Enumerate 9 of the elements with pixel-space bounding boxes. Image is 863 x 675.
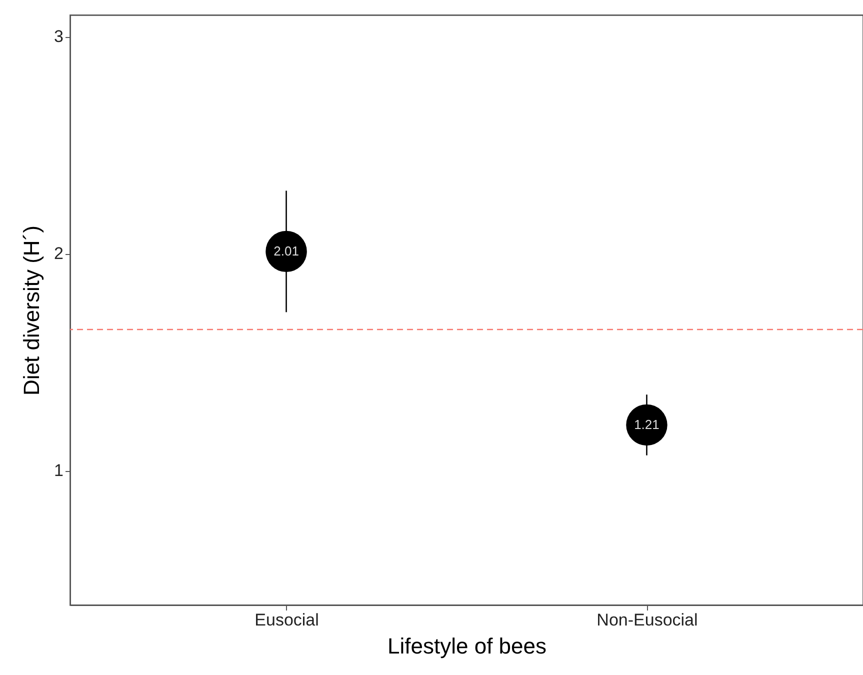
y-tick-label: 2 bbox=[54, 244, 64, 264]
x-axis-title: Lifestyle of bees bbox=[388, 634, 546, 658]
y-tick-label: 3 bbox=[54, 27, 64, 46]
data-label: 2.01 bbox=[274, 243, 299, 258]
y-axis-title: Diet diversity (H´) bbox=[19, 226, 44, 396]
data-label: 1.21 bbox=[634, 416, 660, 432]
x-tick-label: Eusocial bbox=[254, 610, 319, 630]
x-tick-label: Non-Eusocial bbox=[596, 610, 698, 630]
y-tick-label: 1 bbox=[54, 461, 64, 480]
